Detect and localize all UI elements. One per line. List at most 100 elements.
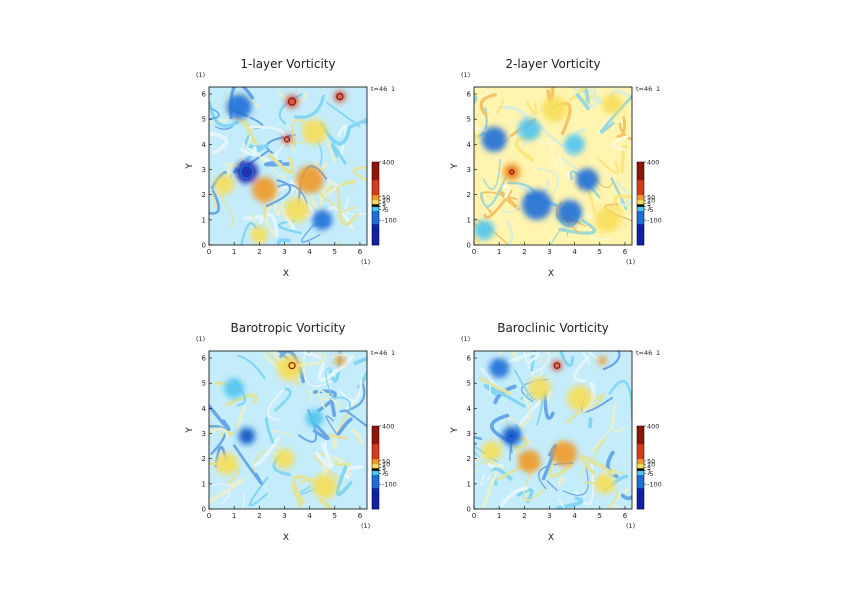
x-tick-label: 4 [572, 512, 577, 520]
colorbar-segment [372, 464, 379, 469]
y-tick-label: 2 [202, 191, 206, 199]
x-axis-label: X [283, 269, 289, 279]
x-tick-label: 1 [232, 248, 236, 256]
y-tick-label: 6 [467, 355, 472, 363]
colorbar-segment [637, 206, 644, 212]
vorticity-field [474, 351, 632, 509]
x-tick-label: 5 [598, 248, 602, 256]
colorbar-segment [372, 204, 379, 208]
y-axis-label: Y [450, 427, 460, 434]
filament-texture [474, 87, 632, 245]
colorbar-segment [372, 224, 379, 246]
colorbar-label: 50 [647, 457, 655, 465]
vortex-feature [224, 378, 245, 399]
vortex-feature [312, 473, 338, 499]
vortex-feature [575, 168, 599, 191]
colorbar-segment [637, 195, 644, 201]
filament-texture [474, 351, 632, 509]
colorbar-label: -5 [382, 206, 388, 214]
colorbar-segment [637, 162, 644, 181]
colorbar-segment [372, 468, 379, 472]
colorbar-segment [637, 464, 644, 469]
y-tick-label: 4 [467, 405, 472, 413]
x-tick-label: 2 [257, 512, 261, 520]
vortex-feature [226, 94, 252, 120]
x-tick-label: 5 [333, 248, 337, 256]
y-axis-label: Y [185, 163, 195, 170]
colorbar-segment [637, 459, 644, 465]
y-tick-label: 1 [467, 480, 471, 488]
vortex-feature [551, 360, 563, 371]
panel-title: Barotropic Vorticity [230, 321, 345, 335]
x-tick-label: 4 [307, 512, 312, 520]
colorbar-label: -100 [647, 481, 662, 489]
x-tick-label: 3 [547, 512, 551, 520]
vortex-core [508, 432, 515, 440]
y-axis-label: Y [185, 427, 195, 434]
vortex-feature [305, 409, 324, 428]
time-unit: 1 [656, 85, 660, 93]
y-tick-label: 1 [467, 216, 471, 224]
vortex-feature [302, 119, 328, 145]
vortex-core [288, 361, 296, 370]
colorbar-label: 5 [647, 464, 651, 472]
colorbar-label: 5 [382, 200, 386, 208]
vortex-feature [481, 441, 502, 462]
colorbar-label: -5 [647, 470, 653, 478]
colorbar-label: 10 [647, 461, 655, 469]
colorbar-label: 10 [382, 197, 390, 205]
y-tick-label: 4 [202, 141, 207, 149]
colorbar-label: -100 [382, 481, 397, 489]
colorbar-segment [637, 200, 644, 205]
y-tick-label: 5 [467, 116, 471, 124]
vortex-feature [518, 449, 541, 473]
y-unit-label: (1) [461, 335, 470, 343]
colorbar-label: 400 [647, 159, 659, 167]
colorbar-label: 10 [647, 197, 655, 205]
x-tick-label: 6 [358, 248, 363, 256]
y-tick-label: 3 [467, 430, 471, 438]
vortex-feature [594, 207, 620, 233]
colorbar-segment [372, 488, 379, 510]
x-tick-label: 3 [282, 512, 286, 520]
vortex-feature [489, 358, 510, 379]
vortex-feature [541, 96, 568, 122]
colorbar-label: 1 [382, 467, 386, 475]
vorticity-field [474, 87, 632, 245]
x-axis-label: X [548, 533, 554, 543]
y-tick-label: 4 [467, 141, 472, 149]
colorbar-segment [372, 180, 379, 196]
x-tick-label: 0 [207, 512, 211, 520]
x-unit-label: (1) [361, 258, 370, 266]
x-axis-label: X [283, 533, 289, 543]
vorticity-field [209, 351, 367, 509]
vortex-feature [250, 226, 269, 244]
colorbar-segment [372, 206, 379, 212]
plot-frame [473, 86, 633, 246]
colorbar-segment [372, 162, 379, 181]
vortex-feature [594, 473, 615, 494]
vortex-feature [334, 91, 346, 103]
colorbar-segment [637, 488, 644, 510]
colorbar-label: 1 [647, 467, 651, 475]
y-tick-label: 5 [467, 380, 471, 388]
y-tick-label: 6 [202, 91, 207, 99]
vortex-feature [295, 165, 324, 194]
colorbar-label: 50 [647, 193, 655, 201]
colorbar-segment [372, 200, 379, 205]
x-tick-label: 4 [307, 248, 312, 256]
y-tick-label: 0 [467, 506, 471, 514]
vorticity-panel-3: Barotropic Vorticity 0 1 2 3 4 5 6 0 1 2 3 4 5 6 X Y (1) (… [185, 321, 397, 543]
x-tick-label: 2 [522, 512, 526, 520]
vortex-feature [521, 189, 552, 220]
colorbar-segment [637, 224, 644, 246]
y-tick-label: 6 [202, 355, 207, 363]
colorbar-label: 5 [382, 464, 386, 472]
panel-title: Baroclinic Vorticity [497, 321, 609, 335]
vortex-feature [518, 117, 541, 141]
colorbar-label: -5 [382, 470, 388, 478]
vortex-feature [312, 209, 333, 230]
colorbar-label: 50 [382, 193, 390, 201]
